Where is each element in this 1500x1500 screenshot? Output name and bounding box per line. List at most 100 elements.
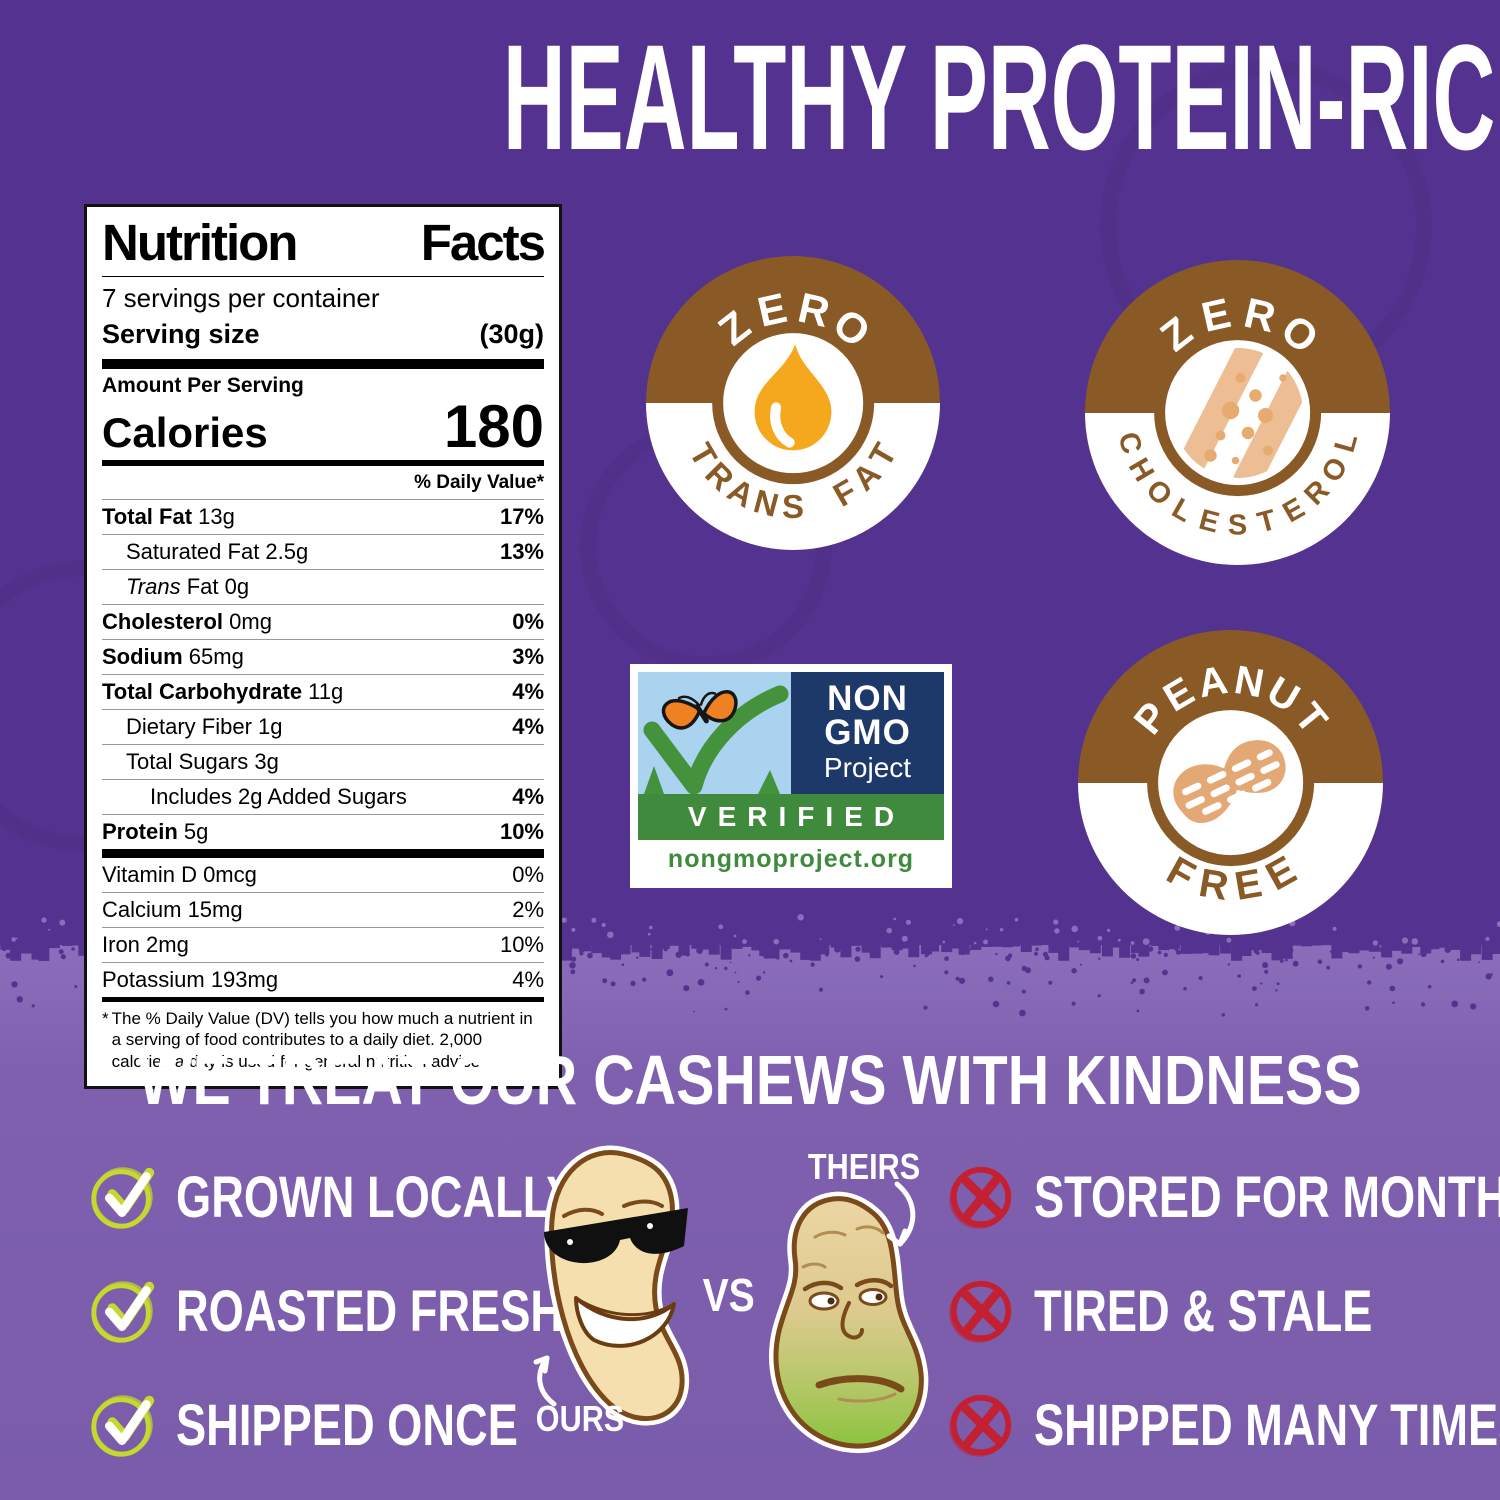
vitamin-dv: 2% <box>512 897 544 923</box>
non-gmo-sky-panel <box>638 672 791 794</box>
divider-bar <box>102 359 544 370</box>
amount-per-serving-label: Amount Per Serving <box>102 374 304 398</box>
nutrient-row: Total Fat 13g 17% <box>102 500 544 536</box>
pros-list: GROWN LOCALLY ROASTED FRESH SHIPPED ONCE <box>86 1160 689 1462</box>
vitamin-dv: 10% <box>499 932 544 958</box>
vitamin-row: Vitamin D 0mcg 0% <box>102 858 544 894</box>
con-label: STORED FOR MONTHS <box>1034 1164 1500 1230</box>
vitamin-label: Potassium 193mg <box>102 967 279 993</box>
check-icon <box>86 1160 160 1234</box>
nutrient-dv: 17% <box>499 504 544 530</box>
kindness-heading-text: WE TREAT OUR CASHEWS WITH KINDNESS <box>138 1041 1362 1119</box>
check-icon <box>86 1388 160 1462</box>
list-item: ROASTED FRESH <box>86 1274 689 1348</box>
artery-icon <box>1175 347 1303 478</box>
vitamin-dv: 0% <box>512 862 544 888</box>
list-item: STORED FOR MONTHS <box>944 1160 1500 1234</box>
cross-icon <box>944 1160 1018 1234</box>
nutrient-dv: 3% <box>512 644 544 670</box>
nutrient-dv: 4% <box>512 714 544 740</box>
arc-letter: S <box>781 488 805 525</box>
nutrient-label: Trans Fat 0g <box>126 574 250 600</box>
nutrient-label: Total Fat 13g <box>102 504 235 530</box>
daily-value-footnote: * The % Daily Value (DV) tells you how m… <box>102 1009 533 1071</box>
pro-label: SHIPPED ONCE <box>176 1392 518 1458</box>
con-label: SHIPPED MANY TIMES <box>1034 1392 1500 1458</box>
nutrition-facts-title: Nutrition Facts <box>102 214 546 278</box>
nutrient-row: Total Sugars 3g <box>102 745 544 781</box>
non-gmo-top-row: NON GMO Project <box>638 672 944 794</box>
con-label: TIRED & STALE <box>1034 1278 1373 1344</box>
vs-label: VS <box>702 1269 755 1321</box>
non-gmo-verified-band: VERIFIED <box>638 794 944 840</box>
nutrition-facts-panel: Nutrition Facts 7 servings per container… <box>84 204 562 1089</box>
nutrient-dv: 4% <box>512 679 544 705</box>
nutrient-label: Saturated Fat 2.5g <box>126 539 309 565</box>
vitamin-dv: 4% <box>512 967 544 993</box>
vitamin-label: Calcium 15mg <box>102 897 243 923</box>
nutrient-label: Sodium 65mg <box>102 644 244 670</box>
nutrient-row: Trans Fat 0g <box>102 570 544 606</box>
vitamin-row: Iron 2mg 10% <box>102 928 544 964</box>
pro-label: ROASTED FRESH <box>176 1278 564 1344</box>
nutrient-row: Saturated Fat 2.5g 13% <box>102 535 544 571</box>
happy-cashew-cartoon <box>544 1145 690 1426</box>
non-gmo-navy-panel: NON GMO Project <box>791 672 944 794</box>
nutrient-row: Total Carbohydrate 11g 4% <box>102 675 544 711</box>
list-item: GROWN LOCALLY <box>86 1160 689 1234</box>
vitamin-label: Vitamin D 0mcg <box>102 862 257 888</box>
peanut-icon <box>1172 739 1286 823</box>
nutrient-dv: 0% <box>512 609 544 635</box>
cons-list: STORED FOR MONTHS TIRED & STALE SHIPPED … <box>944 1160 1500 1462</box>
ours-label: OURS <box>535 1398 625 1439</box>
daily-value-header: % Daily Value* <box>102 466 544 501</box>
nutrient-label: Protein 5g <box>102 819 209 845</box>
non-gmo-word: NON <box>827 678 908 718</box>
vitamin-row: Calcium 15mg 2% <box>102 893 544 929</box>
nutrient-dv: 4% <box>512 784 544 810</box>
cross-icon <box>944 1388 1018 1462</box>
nutrient-label: Total Sugars 3g <box>126 749 279 775</box>
non-gmo-word: GMO <box>824 713 911 752</box>
pro-label: GROWN LOCALLY <box>176 1164 577 1230</box>
serving-size-row: Serving size (30g) <box>102 316 544 359</box>
nutrient-row: Protein 5g 10% <box>102 815 544 849</box>
theirs-label: THEIRS <box>807 1146 921 1187</box>
nutrient-label: Total Carbohydrate 11g <box>102 679 344 705</box>
nutrient-dv: 10% <box>499 819 544 845</box>
butterfly-checkmark-icon <box>643 685 789 794</box>
check-icon <box>86 1274 160 1348</box>
kindness-heading: WE TREAT OUR CASHEWS WITH KINDNESS <box>0 1040 1500 1120</box>
nutrient-row: Cholesterol 0mg 0% <box>102 605 544 641</box>
arc-letter: S <box>1227 509 1248 541</box>
stale-cashew-cartoon <box>768 1191 929 1454</box>
non-gmo-url: nongmoproject.org <box>667 844 915 873</box>
calories-value: 180 <box>443 393 544 461</box>
calories-row: Calories 180 <box>102 393 544 461</box>
vitamin-label: Iron 2mg <box>102 932 189 958</box>
non-gmo-verified-logo: NON GMO Project VERIFIED nongmoproject.o… <box>630 664 952 888</box>
oil-drop-icon <box>754 344 832 451</box>
divider-bar <box>102 997 544 1003</box>
nutrient-label: Cholesterol 0mg <box>102 609 272 635</box>
page-title-text: HEALTHY PROTEIN-RICH SNACK <box>502 13 1500 181</box>
nutrient-label: Includes 2g Added Sugars <box>150 784 407 810</box>
list-item: SHIPPED ONCE <box>86 1388 689 1462</box>
nutrient-row: Includes 2g Added Sugars 4% <box>102 780 544 816</box>
nutrient-dv: 13% <box>499 539 544 565</box>
page-title: HEALTHY PROTEIN-RICH SNACK <box>0 22 1500 172</box>
nutrient-label: Dietary Fiber 1g <box>126 714 283 740</box>
nutrient-row: Sodium 65mg 3% <box>102 640 544 676</box>
serving-size-label: Serving size <box>102 319 260 350</box>
nutrition-title-right: Facts <box>420 214 546 271</box>
non-gmo-word: Project <box>823 752 912 784</box>
list-item: TIRED & STALE <box>944 1274 1500 1348</box>
list-item: SHIPPED MANY TIMES <box>944 1388 1500 1462</box>
vitamin-row: Potassium 193mg 4% <box>102 963 544 997</box>
nutrition-title-left: Nutrition <box>102 214 298 271</box>
calories-label: Calories <box>102 408 268 456</box>
